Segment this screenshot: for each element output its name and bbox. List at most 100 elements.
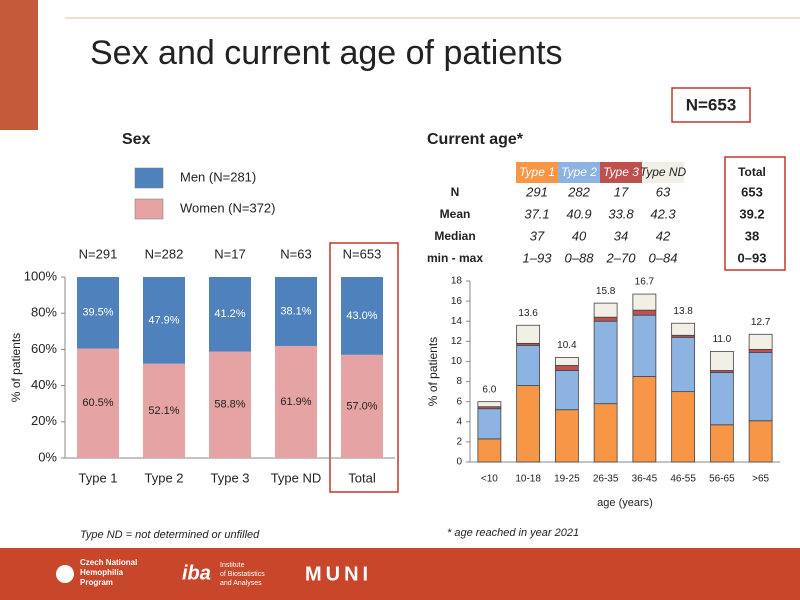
bar-segment	[209, 351, 251, 458]
table-header-cell	[600, 162, 642, 183]
table-cell: 1–93	[523, 250, 553, 265]
legend-swatch	[134, 198, 164, 220]
table-cell: 37.1	[524, 206, 549, 221]
bar-segment	[554, 370, 579, 411]
logo-text: Institute	[220, 562, 245, 569]
bar-segment	[341, 277, 383, 355]
bar-segment	[671, 391, 696, 463]
x-tick-label: 10-18	[515, 474, 541, 485]
y-tick-label: 16	[451, 296, 463, 307]
bar-segment	[748, 348, 773, 353]
bar-segment	[516, 324, 541, 344]
x-tick-label: Total	[348, 470, 376, 485]
y-tick-label: 18	[451, 276, 463, 287]
table-cell: 34	[614, 228, 628, 243]
table-cell: 282	[567, 184, 590, 199]
y-axis-label: % of patients	[9, 333, 23, 402]
y-tick-label: 4	[456, 416, 462, 427]
bar-segment	[77, 277, 119, 349]
x-tick-label: >65	[752, 474, 769, 485]
section-heading: Current age*	[427, 131, 524, 148]
x-tick-label: Type 3	[210, 470, 249, 485]
table-cell: 0–93	[738, 250, 767, 265]
bar-annotation: N=291	[79, 246, 118, 261]
footnote: * age reached in year 2021	[447, 527, 579, 539]
bar-segment	[709, 372, 734, 426]
y-tick-label: 100%	[24, 268, 58, 283]
table-cell: 17	[614, 184, 629, 199]
bar-segment	[632, 309, 657, 316]
bar-segment	[554, 409, 579, 463]
table-header-cell	[558, 162, 600, 183]
data-label: 57.0%	[346, 400, 377, 412]
bar-segment	[275, 345, 317, 458]
bar-segment	[593, 320, 618, 405]
table-header: Type 1	[519, 165, 555, 179]
table-header: Type ND	[640, 165, 687, 179]
y-tick-label: 0%	[38, 449, 57, 464]
data-label: 38.1%	[280, 305, 311, 317]
bar-segment	[748, 420, 773, 463]
bar-segment	[632, 376, 657, 463]
highlight-box	[724, 156, 786, 271]
table-cell: 40	[572, 228, 587, 243]
bar-segment	[477, 401, 502, 408]
bar-segment	[477, 438, 502, 463]
x-tick-label: 46-55	[670, 474, 696, 485]
bar-segment	[748, 333, 773, 350]
x-tick-label: 19-25	[554, 474, 580, 485]
logo-text: Program	[80, 578, 113, 587]
y-axis-label: % of patients	[426, 337, 440, 406]
table-cell: 291	[525, 184, 548, 199]
total-label: 13.6	[518, 308, 538, 319]
data-label: 43.0%	[346, 310, 377, 322]
total-label: 15.8	[596, 286, 616, 297]
table-cell: 37	[530, 228, 545, 243]
slide-title: Sex and current age of patients	[90, 34, 563, 72]
section-heading: Sex	[122, 131, 151, 148]
table-cell: 40.9	[566, 206, 591, 221]
row-label: Mean	[440, 207, 471, 221]
y-tick-label: 6	[456, 396, 462, 407]
table-header-cell	[642, 162, 684, 183]
bar-segment	[554, 365, 579, 371]
logo-text: iba	[182, 562, 211, 584]
bar-segment	[748, 351, 773, 422]
legend-label: Men (N=281)	[180, 169, 256, 184]
n-badge-box	[671, 87, 751, 123]
table-cell: 2–70	[606, 250, 637, 265]
bar-annotation: N=653	[343, 246, 382, 261]
bar-segment	[593, 302, 618, 318]
data-label: 47.9%	[148, 314, 179, 326]
table-cell: 653	[741, 184, 763, 199]
bar-segment	[593, 316, 618, 322]
bar-segment	[671, 322, 696, 336]
y-tick-label: 60%	[31, 341, 57, 356]
y-tick-label: 40%	[31, 377, 57, 392]
row-label: Median	[434, 229, 475, 243]
footer-band	[0, 548, 800, 600]
bar-segment	[209, 277, 251, 352]
table-cell: 39.2	[739, 206, 764, 221]
data-label: 58.8%	[214, 399, 245, 411]
logo-text: Czech National	[80, 558, 137, 567]
total-label: 11.0	[713, 334, 732, 345]
total-label: 13.8	[673, 306, 693, 317]
table-cell: 0–88	[565, 250, 595, 265]
highlight-box	[329, 242, 399, 493]
row-label: min - max	[427, 251, 483, 265]
data-label: 60.5%	[82, 397, 113, 409]
logo-text: of Biostatistics	[220, 571, 265, 578]
y-tick-label: 2	[456, 437, 462, 448]
y-tick-label: 10	[451, 356, 463, 367]
x-tick-label: 56-65	[709, 474, 735, 485]
table-cell: 42	[656, 228, 671, 243]
x-axis-label: age (years)	[597, 497, 653, 509]
y-tick-label: 12	[451, 336, 463, 347]
bar-segment	[671, 336, 696, 393]
table-cell: 38	[745, 228, 759, 243]
table-cell: 63	[656, 184, 671, 199]
bar-segment	[632, 314, 657, 377]
table-header: Type 2	[561, 165, 597, 179]
